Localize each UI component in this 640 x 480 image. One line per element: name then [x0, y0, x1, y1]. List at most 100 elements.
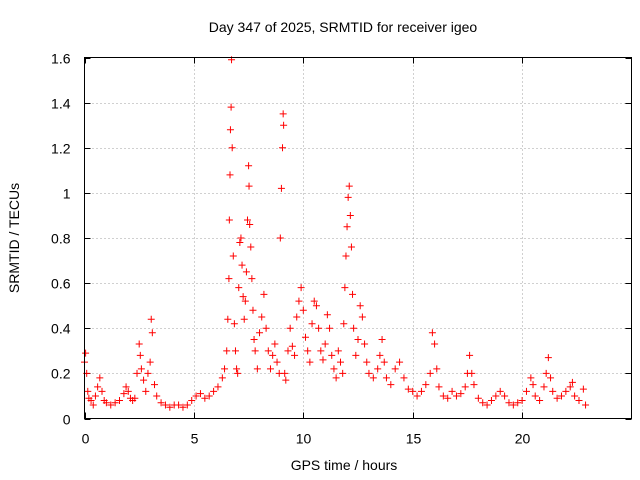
data-point [235, 284, 243, 292]
data-point [225, 216, 233, 224]
data-point [457, 390, 465, 398]
data-point [344, 193, 352, 201]
data-point [422, 381, 430, 389]
data-point [276, 234, 284, 242]
data-point [140, 376, 148, 384]
data-point [557, 392, 565, 400]
data-point [124, 387, 132, 395]
data-point [142, 387, 150, 395]
data-point [151, 381, 159, 389]
y-tick-label: 1.4 [51, 96, 71, 112]
y-tick-label: 0 [63, 412, 71, 428]
data-point [251, 347, 259, 355]
data-point [260, 290, 268, 298]
data-point [328, 351, 336, 359]
data-point [238, 261, 246, 269]
data-point [183, 401, 191, 409]
data-point [282, 376, 290, 384]
data-point [426, 369, 434, 377]
data-point [323, 311, 331, 319]
data-points [81, 56, 590, 411]
data-point [227, 103, 235, 111]
data-point [369, 374, 377, 382]
data-point [496, 387, 504, 395]
data-point [483, 401, 491, 409]
data-point [341, 284, 349, 292]
y-tick-label: 0.4 [51, 321, 71, 337]
data-point [439, 392, 447, 400]
data-point [452, 392, 460, 400]
x-tick-label: 10 [296, 431, 312, 447]
data-point [382, 374, 390, 382]
data-point [233, 365, 241, 373]
data-point [89, 401, 97, 409]
data-point [236, 239, 244, 247]
data-point [226, 171, 234, 179]
data-point [281, 369, 289, 377]
data-point [306, 358, 314, 366]
data-point [161, 401, 169, 409]
data-point [201, 394, 209, 402]
data-point [470, 381, 478, 389]
data-point [536, 396, 544, 404]
plot-frame [84, 57, 632, 419]
data-point [435, 383, 443, 391]
data-point [345, 182, 353, 190]
data-point [264, 347, 272, 355]
data-point [553, 394, 561, 402]
data-point [84, 387, 92, 395]
data-point [568, 378, 576, 386]
data-point [107, 401, 115, 409]
data-point [332, 374, 340, 382]
data-point [120, 390, 128, 398]
data-point [301, 333, 309, 341]
data-point [229, 252, 237, 260]
data-point [317, 347, 325, 355]
data-point [98, 387, 106, 395]
data-point [241, 297, 249, 305]
data-point [144, 369, 152, 377]
data-point [326, 324, 334, 332]
data-point [312, 302, 320, 310]
data-point [514, 399, 522, 407]
data-point [518, 396, 526, 404]
data-point [431, 340, 439, 348]
data-point [474, 394, 482, 402]
data-point [342, 252, 350, 260]
tick-labels: 0 5 10 15 20 0 0.2 0.4 0.6 0.8 1 1.2 1.4 1.6 [51, 51, 530, 447]
data-point [505, 399, 513, 407]
data-point [253, 365, 261, 373]
data-point [336, 358, 344, 366]
data-point [293, 313, 301, 321]
data-point [417, 387, 425, 395]
data-point [354, 336, 362, 344]
x-tick-label: 15 [406, 431, 422, 447]
data-point [466, 351, 474, 359]
data-point [479, 399, 487, 407]
data-point [244, 216, 252, 224]
data-point [540, 383, 548, 391]
data-point [242, 268, 250, 276]
data-point [258, 313, 266, 321]
data-point [378, 336, 386, 344]
data-point [148, 329, 156, 337]
data-point [286, 324, 294, 332]
data-point [310, 297, 318, 305]
data-point [273, 358, 281, 366]
data-point [380, 358, 388, 366]
y-tick-label: 1 [63, 186, 71, 202]
data-point [461, 383, 469, 391]
data-point [147, 315, 155, 323]
data-point [487, 396, 495, 404]
data-point [245, 182, 253, 190]
data-point [218, 374, 226, 382]
data-point [365, 369, 373, 377]
data-point [566, 383, 574, 391]
data-point [210, 387, 218, 395]
data-point [248, 275, 256, 283]
data-point [433, 365, 441, 373]
data-point [346, 211, 354, 219]
data-point [330, 365, 338, 373]
data-point [205, 392, 213, 400]
